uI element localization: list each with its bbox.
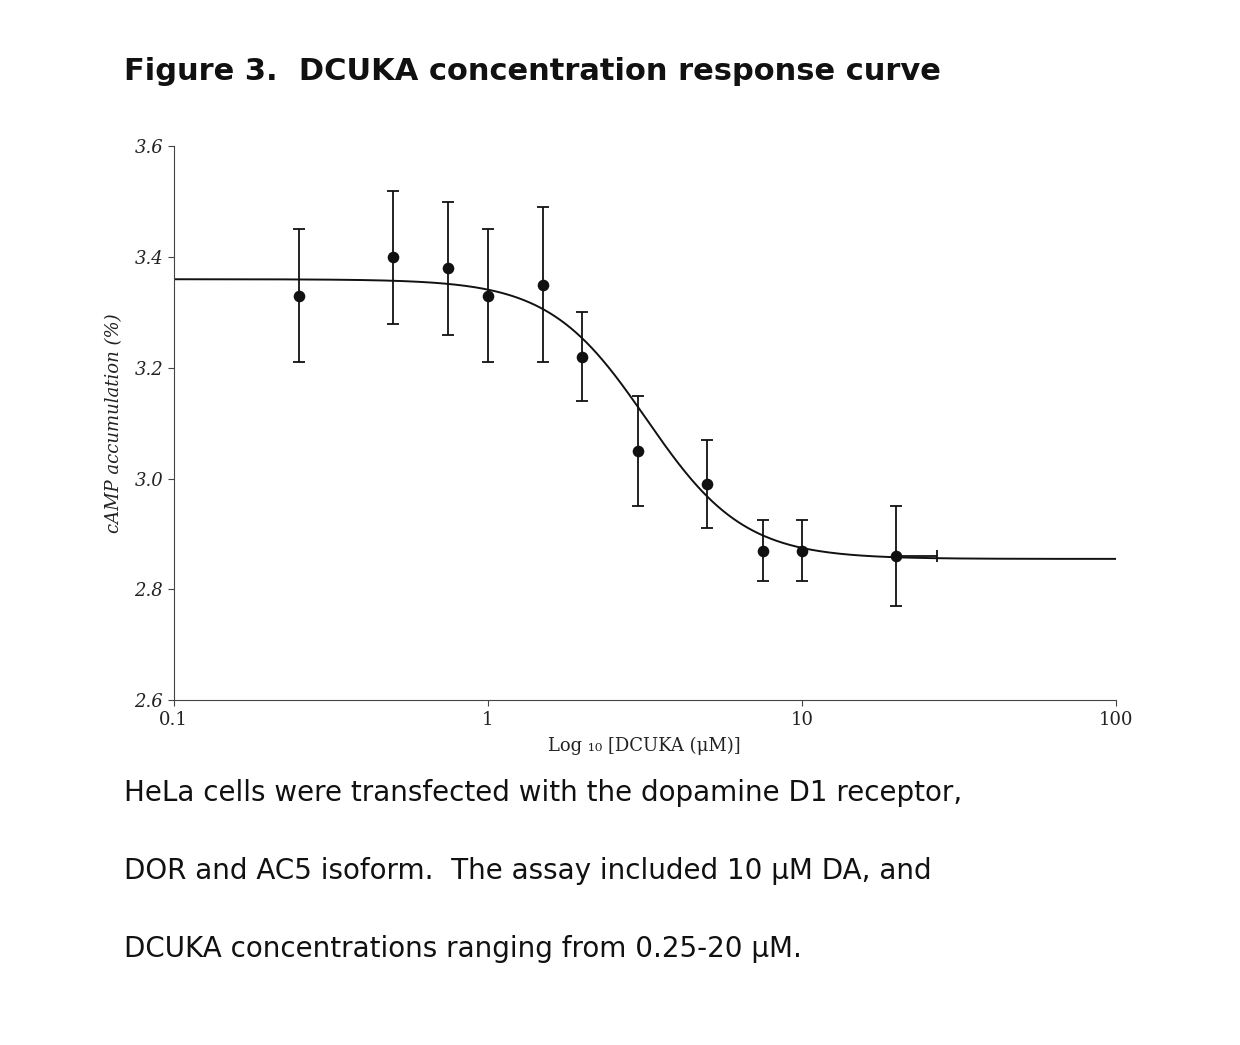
Text: DCUKA concentrations ranging from 0.25-20 μM.: DCUKA concentrations ranging from 0.25-2…: [124, 935, 802, 963]
Text: DOR and AC5 isoform.  The assay included 10 μM DA, and: DOR and AC5 isoform. The assay included …: [124, 857, 931, 885]
Point: [697, 475, 717, 492]
Text: Figure 3.  DCUKA concentration response curve: Figure 3. DCUKA concentration response c…: [124, 57, 941, 87]
Point: [383, 249, 403, 265]
Point: [887, 548, 906, 564]
Point: [627, 443, 647, 460]
Point: [753, 542, 773, 559]
Point: [439, 260, 459, 277]
Point: [289, 287, 309, 304]
X-axis label: Log ₁₀ [DCUKA (μM)]: Log ₁₀ [DCUKA (μM)]: [548, 737, 742, 756]
Point: [533, 277, 553, 294]
Point: [477, 287, 497, 304]
Point: [573, 348, 593, 365]
Text: HeLa cells were transfected with the dopamine D1 receptor,: HeLa cells were transfected with the dop…: [124, 779, 962, 807]
Y-axis label: cAMP accumulation (%): cAMP accumulation (%): [105, 314, 123, 533]
Point: [792, 542, 812, 559]
